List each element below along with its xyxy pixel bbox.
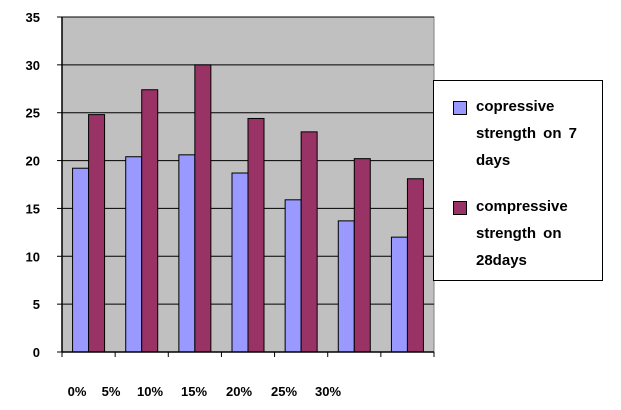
y-tick-label-2: 10 xyxy=(26,249,40,264)
y-tick-label-6: 30 xyxy=(26,58,40,73)
y-tick-label-3: 15 xyxy=(26,201,40,216)
bar-series-2-30pct xyxy=(406,178,424,353)
legend: copressive strength on 7 days compressiv… xyxy=(433,80,603,281)
y-tick-label-0: 0 xyxy=(33,345,40,360)
y-tick-label-1: 5 xyxy=(33,297,40,312)
x-category-label-20pct: 20% xyxy=(226,384,252,399)
bar-series-2-15pct xyxy=(247,117,265,353)
legend-swatch-series-2 xyxy=(453,201,467,215)
axes xyxy=(57,16,435,357)
bar-series-2-25pct xyxy=(353,158,371,353)
bar-series-1-25pct xyxy=(337,220,355,353)
bar-series-2-10pct xyxy=(194,64,212,353)
bar-series-1-20pct xyxy=(284,199,302,353)
bar-series-1-10pct xyxy=(178,154,196,353)
y-tick-label-7: 35 xyxy=(26,10,40,25)
legend-label-series-2: compressive strength on 28days xyxy=(476,198,568,269)
bar-series-1-5pct xyxy=(125,156,143,353)
bar-series-1-0pct xyxy=(72,167,90,353)
x-category-label-30pct: 30% xyxy=(315,384,341,399)
bar-series-2-20pct xyxy=(300,131,318,353)
y-tick-label-5: 25 xyxy=(26,106,40,121)
bars xyxy=(72,64,424,353)
bar-series-2-0pct xyxy=(88,114,106,353)
y-tick-label-4: 20 xyxy=(26,154,40,169)
legend-swatch-series-1 xyxy=(453,101,467,115)
x-category-label-0pct: 0% xyxy=(68,384,87,399)
x-category-label-25pct: 25% xyxy=(271,384,297,399)
x-category-label-5pct: 5% xyxy=(102,384,121,399)
axis-labels: 0 5 10 15 20 25 30 35 0% 5% 10% 15% 20% 25% 30% xyxy=(26,10,342,399)
bar-series-2-5pct xyxy=(141,89,159,353)
x-category-label-15pct: 15% xyxy=(181,384,207,399)
x-category-label-10pct: 10% xyxy=(137,384,163,399)
bar-series-1-30pct xyxy=(390,236,408,353)
legend-label-series-1: copressive strength on 7 days xyxy=(476,98,578,169)
bar-series-1-15pct xyxy=(231,172,249,353)
